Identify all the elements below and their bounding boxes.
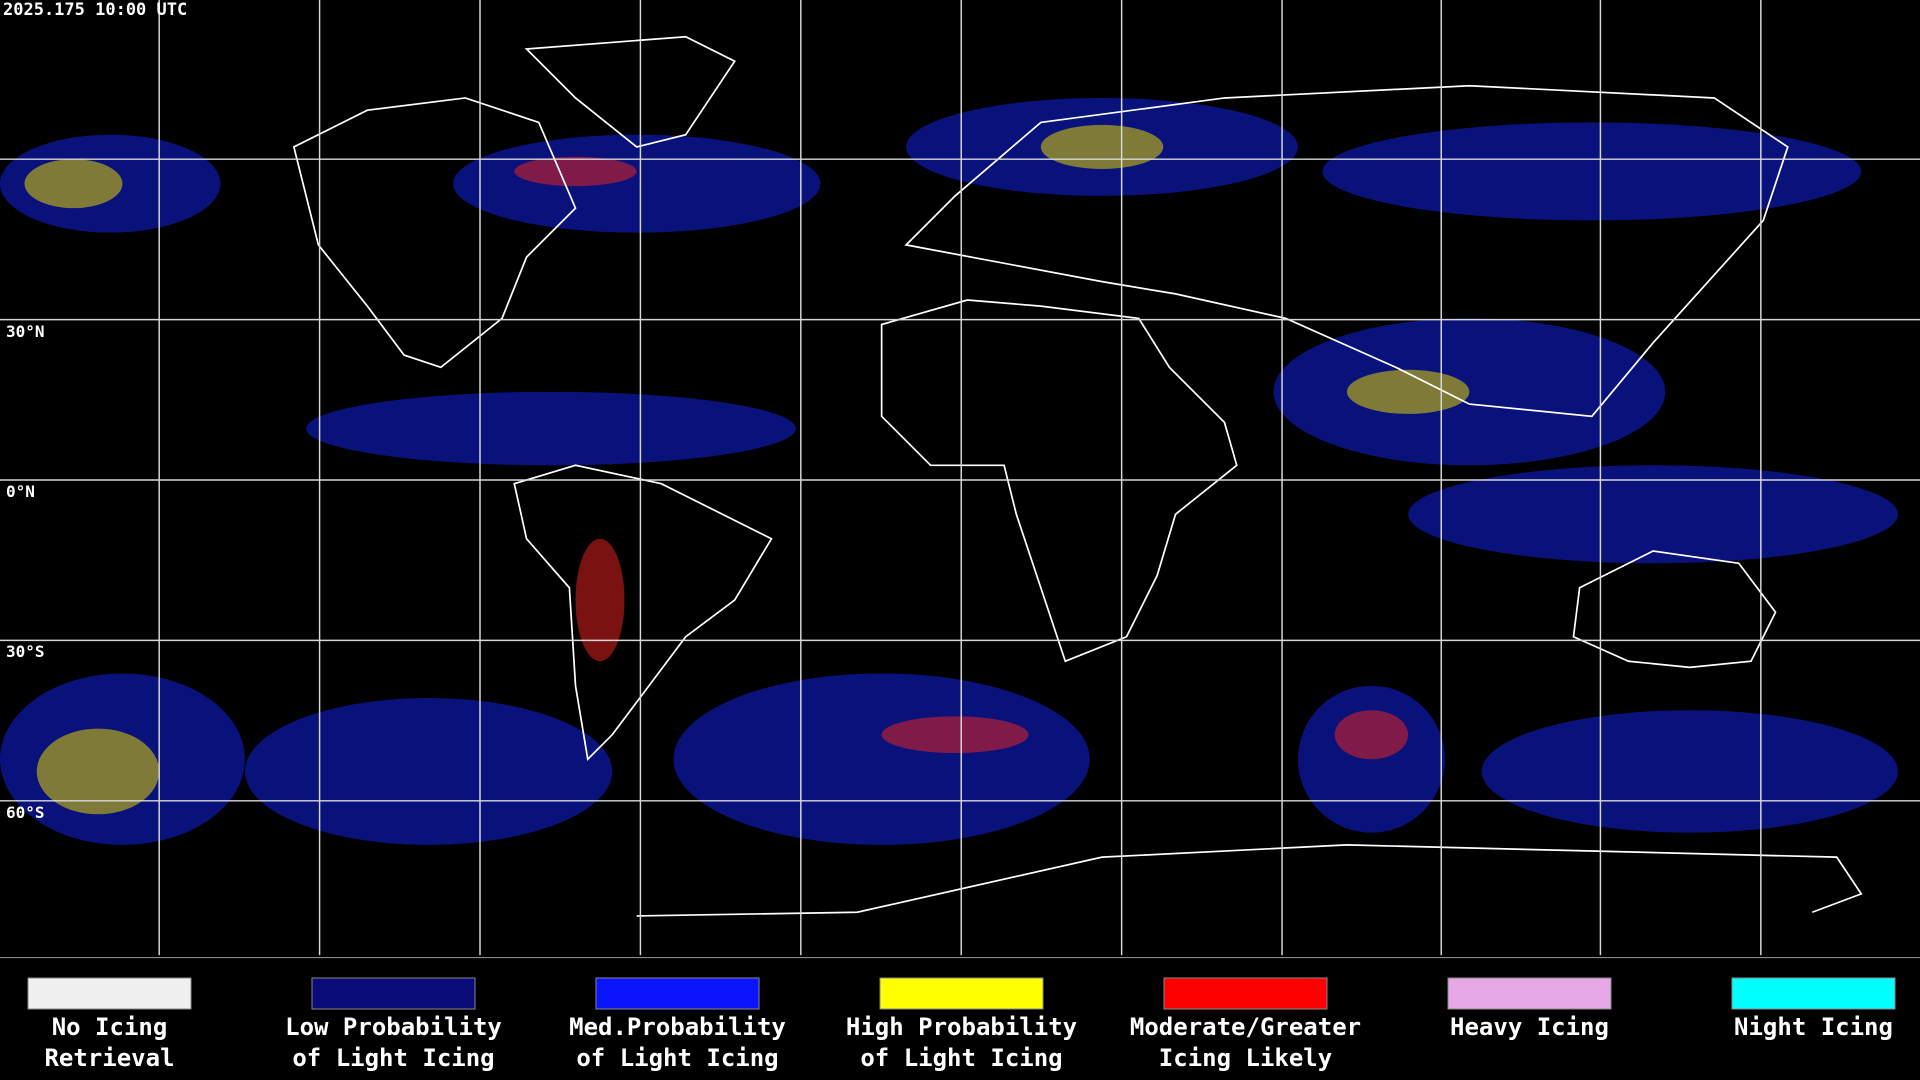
timestamp: 2025.175 10:00 UTC (3, 0, 187, 20)
legend-swatch (1447, 977, 1612, 1010)
icing-region (673, 673, 1090, 845)
legend-label: Med.Probability (569, 1013, 786, 1041)
latitude-label: 30°N (6, 322, 45, 341)
icing-region (1346, 369, 1470, 414)
icing-region (1040, 124, 1164, 169)
legend-swatch (27, 977, 192, 1010)
coastline (1572, 550, 1777, 669)
legend-label: Moderate/Greater (1130, 1013, 1361, 1041)
legend-swatch (595, 977, 760, 1010)
icing-region (453, 134, 821, 233)
legend-label: No Icing (52, 1013, 168, 1041)
legend-label: Low Probability (285, 1013, 502, 1041)
legend-swatch (1163, 977, 1328, 1010)
legend-label: High Probability (846, 1013, 1077, 1041)
coastline (524, 35, 736, 148)
icing-region (306, 391, 796, 466)
legend-label: Night Icing (1734, 1013, 1893, 1041)
icing-region (514, 156, 637, 187)
legend-swatch (1731, 977, 1896, 1010)
latitude-label: 30°S (6, 642, 45, 661)
graticule (0, 0, 1920, 959)
icing-region (1408, 465, 1898, 564)
coastlines (292, 35, 1863, 917)
legend-label: Icing Likely (1159, 1044, 1332, 1072)
latitude-label: 0°N (6, 482, 35, 501)
icing-region (575, 538, 625, 662)
icing-region (24, 159, 123, 209)
latitude-label: 60°S (6, 803, 45, 822)
coastline (636, 844, 1863, 917)
icing-regions (0, 97, 1898, 845)
legend-swatch (311, 977, 476, 1010)
legend-label: Retrieval (44, 1044, 174, 1072)
icing-region (244, 697, 613, 845)
coastline (513, 464, 773, 761)
icing-region (1334, 710, 1409, 760)
coastline (904, 84, 1789, 418)
icing-region (1322, 122, 1862, 221)
icing-region (1481, 710, 1898, 833)
icing-region (881, 716, 1029, 754)
legend-swatch (879, 977, 1044, 1010)
icing-region (36, 728, 160, 815)
map-layer (0, 0, 1920, 959)
legend-label: of Light Icing (576, 1044, 778, 1072)
legend-label: Heavy Icing (1450, 1013, 1609, 1041)
legend-label: of Light Icing (860, 1044, 1062, 1072)
coastline (880, 299, 1238, 663)
coastline (292, 97, 577, 369)
legend-label: of Light Icing (292, 1044, 494, 1072)
